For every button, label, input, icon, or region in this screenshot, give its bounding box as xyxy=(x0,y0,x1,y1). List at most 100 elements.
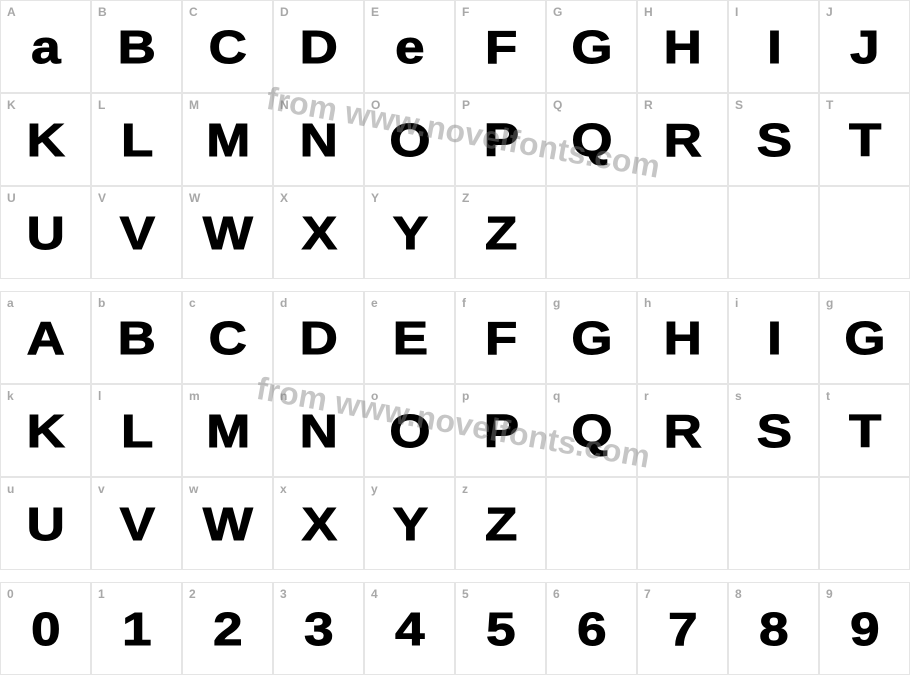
cell-glyph: 8 xyxy=(759,606,787,652)
glyph-cell xyxy=(637,477,728,570)
glyph-cell: yY xyxy=(364,477,455,570)
cell-label: U xyxy=(7,191,16,205)
cell-label: v xyxy=(98,482,105,496)
font-character-map: AaBBCCDDEeFFGGHHIIJJKKLLMMNNOOPPQQRRSSTT… xyxy=(0,0,911,675)
cell-label: m xyxy=(189,389,200,403)
glyph-cell xyxy=(728,477,819,570)
cell-glyph: M xyxy=(206,117,249,163)
glyph-cell: tT xyxy=(819,384,910,477)
cell-glyph: M xyxy=(206,408,249,454)
cell-label: w xyxy=(189,482,198,496)
cell-glyph: X xyxy=(301,501,335,547)
cell-glyph: P xyxy=(483,408,517,454)
cell-label: d xyxy=(280,296,287,310)
cell-label: i xyxy=(735,296,738,310)
glyph-cell: WW xyxy=(182,186,273,279)
glyph-cell: lL xyxy=(91,384,182,477)
glyph-cell: 33 xyxy=(273,582,364,675)
glyph-cell: zZ xyxy=(455,477,546,570)
cell-glyph: L xyxy=(121,408,152,454)
cell-label: r xyxy=(644,389,649,403)
glyph-row: aAbBcCdDeEfFgGhHiIgG xyxy=(0,291,911,384)
glyph-cell: mM xyxy=(182,384,273,477)
glyph-cell: aA xyxy=(0,291,91,384)
cell-glyph: Z xyxy=(485,501,516,547)
cell-glyph: T xyxy=(849,117,880,163)
cell-glyph: 6 xyxy=(577,606,605,652)
cell-glyph: Q xyxy=(572,408,612,454)
glyph-cell: cC xyxy=(182,291,273,384)
cell-glyph: 9 xyxy=(850,606,878,652)
cell-glyph: A xyxy=(27,315,64,361)
cell-glyph: e xyxy=(395,24,423,70)
cell-label: g xyxy=(553,296,560,310)
glyph-cell xyxy=(546,477,637,570)
glyph-cell: KK xyxy=(0,93,91,186)
glyph-cell: nN xyxy=(273,384,364,477)
cell-label: H xyxy=(644,5,653,19)
cell-label: o xyxy=(371,389,378,403)
glyph-cell: 66 xyxy=(546,582,637,675)
cell-label: t xyxy=(826,389,830,403)
glyph-cell: 44 xyxy=(364,582,455,675)
glyph-row: 00112233445566778899 xyxy=(0,582,911,675)
cell-label: 0 xyxy=(7,587,14,601)
cell-glyph: V xyxy=(119,210,153,256)
cell-label: p xyxy=(462,389,469,403)
glyph-cell: 00 xyxy=(0,582,91,675)
cell-label: W xyxy=(189,191,200,205)
cell-glyph: 4 xyxy=(395,606,423,652)
cell-label: s xyxy=(735,389,742,403)
glyph-cell: OO xyxy=(364,93,455,186)
cell-label: Z xyxy=(462,191,469,205)
cell-label: e xyxy=(371,296,378,310)
cell-label: K xyxy=(7,98,16,112)
cell-glyph: F xyxy=(485,24,516,70)
cell-glyph: Z xyxy=(485,210,516,256)
cell-glyph: K xyxy=(27,408,64,454)
cell-label: l xyxy=(98,389,101,403)
cell-label: C xyxy=(189,5,198,19)
cell-label: 6 xyxy=(553,587,560,601)
cell-label: 9 xyxy=(826,587,833,601)
cell-glyph: 3 xyxy=(304,606,332,652)
cell-glyph: O xyxy=(390,408,430,454)
glyph-cell: Aa xyxy=(0,0,91,93)
cell-label: E xyxy=(371,5,379,19)
cell-glyph: G xyxy=(845,315,885,361)
glyph-cell: sS xyxy=(728,384,819,477)
glyph-cell: LL xyxy=(91,93,182,186)
glyph-cell xyxy=(819,186,910,279)
cell-glyph: 0 xyxy=(31,606,59,652)
cell-label: a xyxy=(7,296,14,310)
glyph-cell: gG xyxy=(819,291,910,384)
glyph-cell: JJ xyxy=(819,0,910,93)
cell-label: y xyxy=(371,482,378,496)
glyph-cell: DD xyxy=(273,0,364,93)
glyph-cell xyxy=(728,186,819,279)
glyph-cell: RR xyxy=(637,93,728,186)
cell-label: b xyxy=(98,296,105,310)
glyph-cell: 88 xyxy=(728,582,819,675)
cell-glyph: V xyxy=(119,501,153,547)
cell-label: T xyxy=(826,98,833,112)
cell-glyph: S xyxy=(756,408,790,454)
cell-glyph: W xyxy=(203,501,252,547)
cell-label: V xyxy=(98,191,106,205)
glyph-cell: GG xyxy=(546,0,637,93)
cell-glyph: G xyxy=(572,315,612,361)
cell-label: g xyxy=(826,296,833,310)
glyph-row: UUVVWWXXYYZZ xyxy=(0,186,911,279)
cell-glyph: P xyxy=(483,117,517,163)
glyph-cell: UU xyxy=(0,186,91,279)
cell-glyph: H xyxy=(664,24,701,70)
row-gap xyxy=(0,279,911,291)
cell-glyph: G xyxy=(572,24,612,70)
glyph-cell: HH xyxy=(637,0,728,93)
glyph-cell: iI xyxy=(728,291,819,384)
glyph-cell: PP xyxy=(455,93,546,186)
glyph-row: kKlLmMnNoOpPqQrRsStT xyxy=(0,384,911,477)
cell-label: x xyxy=(280,482,287,496)
cell-label: O xyxy=(371,98,380,112)
cell-glyph: Y xyxy=(392,501,426,547)
